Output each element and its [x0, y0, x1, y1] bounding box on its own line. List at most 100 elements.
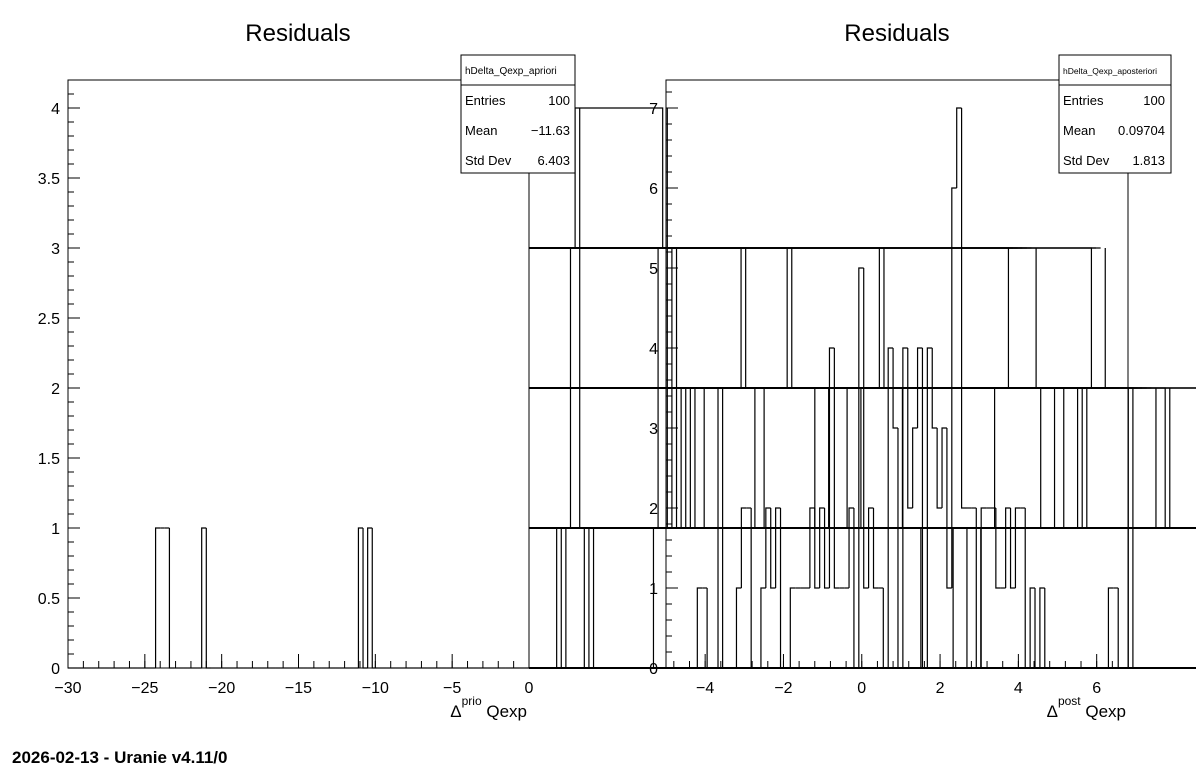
y-tick-label: 0	[649, 661, 658, 678]
histogram-bin	[529, 527, 1196, 529]
histogram-bin	[529, 388, 756, 529]
x-tick-label: −2	[774, 680, 792, 697]
histogram-bin	[362, 528, 368, 669]
histogram-bin	[921, 348, 928, 669]
histogram-bin	[1034, 588, 1040, 669]
histogram-bin	[357, 527, 364, 668]
histogram-bin	[529, 388, 904, 529]
histogram-bin	[529, 247, 1093, 388]
y-tick-label: 0	[51, 661, 60, 678]
stats-label: Mean	[1063, 123, 1096, 138]
histogram-bin	[858, 267, 864, 668]
x-tick-label: 4	[1014, 680, 1023, 697]
y-tick-label: 0.5	[38, 591, 60, 608]
histogram-bin	[907, 348, 913, 509]
histogram-bin	[887, 347, 894, 668]
histogram-bin	[961, 108, 967, 509]
x-tick-label: 2	[936, 680, 945, 697]
x-tick-label: 6	[1092, 680, 1101, 697]
histogram-bin	[1014, 507, 1021, 588]
plot-frame	[665, 79, 1129, 669]
histogram-bin	[529, 388, 696, 529]
histogram-bin	[1029, 587, 1036, 668]
histogram-bin	[863, 268, 869, 589]
histogram-bin	[828, 347, 835, 588]
histogram-bin	[529, 528, 968, 669]
right-histogram-panel: 0 1 2 3 4 5 6 7 −4 −2 0 2 4 6 Residuals Δpost Qexp hDelt…	[649, 20, 1172, 721]
histogram-bin	[529, 527, 1196, 529]
histogram-bin	[853, 508, 859, 669]
chart-title: Residuals	[245, 20, 350, 47]
histogram-bin	[814, 508, 820, 589]
stats-box-frame	[1058, 54, 1172, 174]
left-histogram-panel: 00.511.522.533.54−30 −25 −20 −15 −10 −5 0Resid…	[38, 20, 1196, 721]
y-tick-label: 5	[649, 261, 658, 278]
histogram-bin	[529, 667, 1196, 669]
histogram-bin	[201, 527, 207, 668]
stats-box: hDelta_Qexp_aposteriori Entries 100 Mean 0.0…	[1058, 54, 1172, 174]
y-tick-label: 1.5	[38, 451, 60, 468]
histogram-bin	[872, 508, 879, 589]
x-axis-label: Δprio Qexp	[450, 694, 527, 721]
histogram-bin	[529, 388, 848, 529]
histogram-bin	[529, 387, 1056, 528]
histogram-bin	[529, 248, 747, 389]
histogram-bin	[529, 247, 742, 388]
histogram-bin	[868, 507, 874, 588]
footer-label: 2026-02-13 - Uranie v4.11/0	[12, 748, 228, 767]
histogram-bin	[902, 347, 908, 668]
histogram-bin	[975, 508, 982, 669]
histogram-bin	[892, 348, 898, 429]
histogram-bin	[941, 427, 947, 508]
histogram-bin	[760, 587, 766, 668]
stats-box-frame	[460, 54, 576, 174]
x-tick-label: 0	[525, 680, 534, 697]
histogram-bin	[529, 527, 655, 668]
x-tick-label: −4	[696, 680, 714, 697]
histogram-bin	[1107, 587, 1114, 668]
histogram-bin	[931, 348, 938, 429]
histogram-bin	[529, 527, 1196, 529]
stats-histogram-name: hDelta_Qexp_apriori	[465, 66, 557, 77]
histogram-bin	[529, 387, 830, 528]
histogram-bin	[529, 387, 1196, 389]
histogram-bin	[529, 387, 705, 528]
x-tick-label: −15	[285, 680, 312, 697]
y-tick-label: 4	[649, 341, 658, 358]
histogram-bin	[529, 388, 1157, 529]
histogram-bin	[696, 587, 703, 668]
histogram-bin	[1044, 588, 1050, 669]
histogram-bin	[529, 527, 1196, 529]
y-tick-label: 3	[51, 241, 60, 258]
histogram-bin	[946, 428, 952, 589]
stats-label: Entries	[465, 93, 506, 108]
histogram-bin	[529, 388, 1065, 529]
histogram-bin	[529, 387, 1079, 528]
histogram-bin	[529, 388, 1171, 529]
y-tick-label: 6	[649, 181, 658, 198]
histogram-bin	[529, 527, 1196, 529]
x-tick-label: −20	[208, 680, 235, 697]
histogram-bin	[529, 387, 1196, 389]
histogram-bin	[529, 248, 793, 389]
histogram-bin	[995, 508, 1001, 589]
stats-value: 1.813	[1132, 153, 1165, 168]
histogram-bin	[529, 247, 1010, 388]
histogram-bin	[529, 387, 765, 528]
histogram-bin	[529, 667, 1196, 669]
stats-value: 100	[548, 93, 570, 108]
histogram-bin	[706, 588, 712, 669]
histogram-bin	[529, 527, 1196, 529]
histogram-bin	[789, 587, 796, 668]
y-tick-label: 4	[51, 101, 60, 118]
histogram-bin	[765, 507, 771, 588]
stats-label: Std Dev	[465, 153, 512, 168]
histogram-bin	[951, 187, 957, 588]
histogram-bin	[770, 508, 776, 589]
x-tick-label: −30	[54, 680, 81, 697]
histogram-bin	[833, 348, 840, 589]
y-tick-label: 3.5	[38, 171, 60, 188]
stats-label: Entries	[1063, 93, 1104, 108]
histogram-bin	[912, 427, 918, 508]
